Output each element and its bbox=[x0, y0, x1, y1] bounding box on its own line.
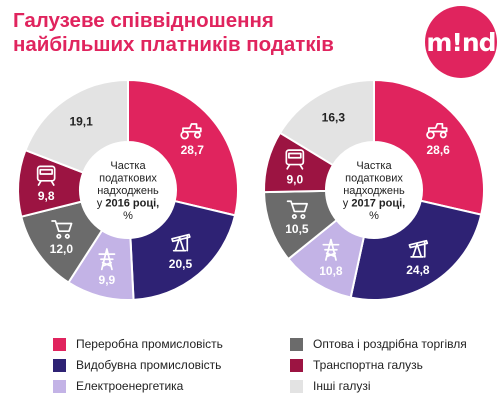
slice-value-label: 12,0 bbox=[50, 242, 74, 256]
slice-value-label: 20,5 bbox=[169, 257, 193, 271]
center-label-line: % bbox=[123, 210, 133, 222]
center-label-line: % bbox=[369, 210, 379, 222]
train-icon bbox=[285, 149, 305, 170]
train-icon bbox=[36, 165, 56, 186]
tractor-icon bbox=[426, 122, 448, 140]
center-label-line: податкових bbox=[99, 173, 157, 185]
center-label-line: Частка bbox=[110, 160, 146, 172]
power-tower-icon bbox=[98, 248, 116, 271]
slice-value-label: 10,5 bbox=[285, 222, 309, 236]
slice-processing bbox=[127, 78, 239, 217]
slice-extraction bbox=[349, 199, 483, 301]
power-tower-icon bbox=[322, 238, 340, 261]
slice-value-label: 16,3 bbox=[322, 111, 346, 125]
center-label-line: надходжень bbox=[343, 185, 405, 197]
slice-processing bbox=[373, 78, 485, 216]
slice-value-label: 10,8 bbox=[319, 264, 343, 278]
slice-other bbox=[24, 78, 129, 174]
slice-value-label: 9,0 bbox=[286, 173, 303, 187]
mind-logo: m!nd bbox=[425, 6, 497, 78]
slice-value-label: 28,6 bbox=[426, 143, 450, 157]
shopping-cart-icon bbox=[51, 220, 73, 239]
center-label-line: податкових bbox=[345, 173, 403, 185]
slice-value-label: 28,7 bbox=[181, 143, 205, 157]
center-label-line: у 2017 році, bbox=[343, 198, 405, 210]
oil-pump-icon bbox=[171, 233, 191, 252]
slice-other bbox=[278, 78, 375, 167]
slice-value-label: 9,8 bbox=[38, 189, 55, 203]
shopping-cart-icon bbox=[286, 200, 308, 220]
chart-title: Галузеве співвідношення найбільших платн… bbox=[13, 9, 334, 56]
slice-value-label: 9,9 bbox=[99, 273, 116, 287]
slice-value-label: 24,8 bbox=[406, 263, 430, 277]
donut-chart-2: 28,6 24,8 10,8 10,5 9,0 16,3 Часткаподатковихн… bbox=[263, 78, 485, 301]
center-label-line: у 2016 році, bbox=[97, 198, 159, 210]
slice-value-label: 19,1 bbox=[69, 114, 93, 128]
donut-chart-1: 28,7 20,5 9,9 12,0 9,8 19,1 Часткаподатковихна… bbox=[17, 78, 239, 301]
tractor-icon bbox=[180, 123, 202, 140]
oil-pump-icon bbox=[408, 239, 429, 258]
center-label-line: надходжень bbox=[97, 185, 159, 197]
center-label-line: Частка bbox=[356, 160, 392, 172]
